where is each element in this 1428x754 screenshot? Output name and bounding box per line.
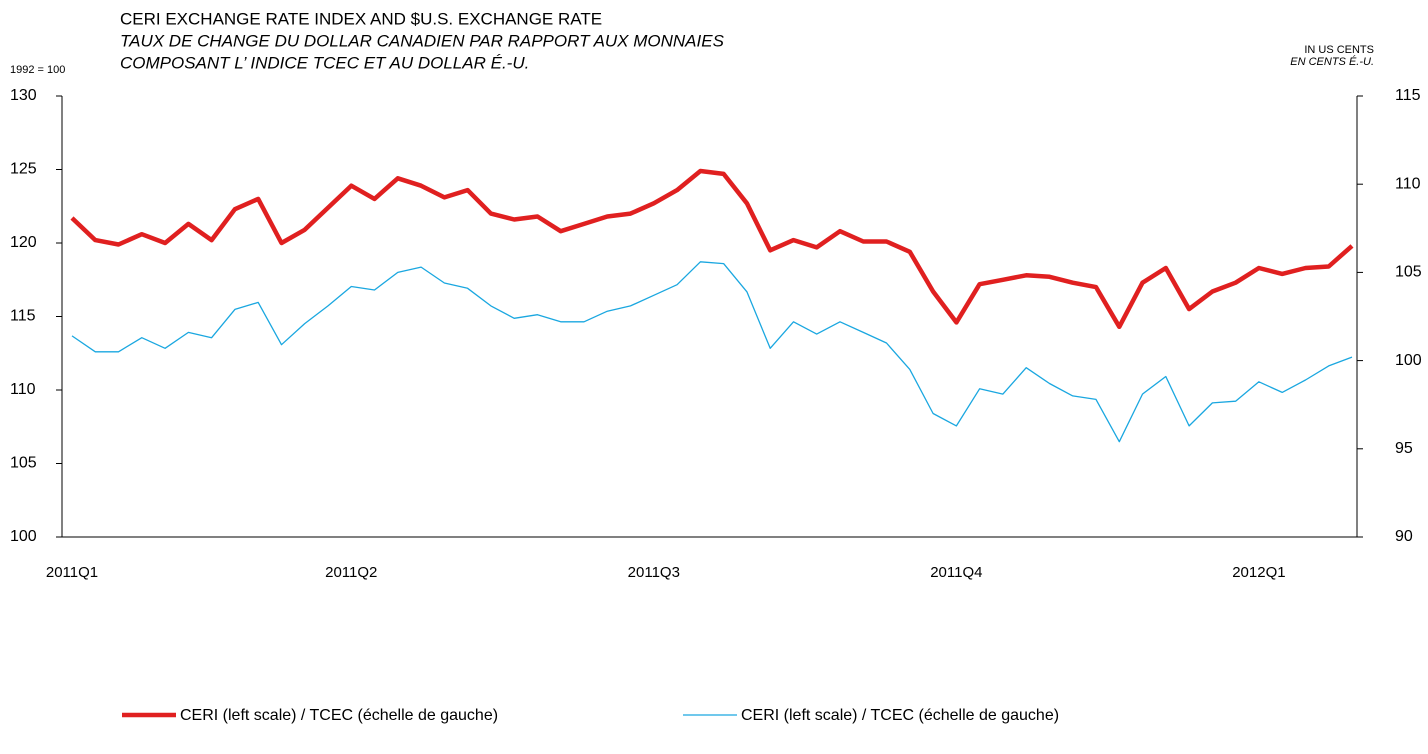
x-tick-label: 2011Q4 [930, 564, 982, 581]
x-tick-label: 2011Q1 [46, 564, 98, 581]
y2-axis-label: IN US CENTS [1304, 44, 1374, 56]
y-tick-label: 110 [10, 381, 36, 398]
y2-tick-label: 100 [1395, 352, 1422, 369]
y2-tick-label: 95 [1395, 440, 1413, 457]
chart-title: CERI EXCHANGE RATE INDEX AND $U.S. EXCHA… [120, 9, 602, 28]
series-line [71, 261, 1353, 443]
legend-label: CERI (left scale) / TCEC (échelle de gau… [180, 707, 498, 724]
y-tick-label: 105 [10, 455, 37, 472]
legend-label: CERI (left scale) / TCEC (échelle de gau… [741, 707, 1059, 724]
y2-tick-label: 105 [1395, 264, 1422, 281]
chart-subtitle: COMPOSANT L’ INDICE TCEC ET AU DOLLAR É.… [120, 53, 529, 72]
series-line [70, 168, 1354, 330]
y-tick-label: 100 [10, 528, 37, 545]
x-tick-label: 2011Q2 [325, 564, 377, 581]
y-tick-label: 120 [10, 234, 37, 251]
y2-tick-label: 110 [1395, 175, 1421, 192]
y-axis-label: 1992 = 100 [10, 64, 65, 76]
y2-axis-label: EN CENTS É.-U. [1290, 55, 1374, 68]
y2-tick-label: 115 [1395, 87, 1421, 104]
y-tick-label: 125 [10, 161, 37, 178]
y-tick-label: 130 [10, 87, 37, 104]
x-tick-label: 2012Q1 [1232, 564, 1285, 581]
y-tick-label: 115 [10, 308, 36, 325]
x-tick-label: 2011Q3 [628, 564, 680, 581]
y2-tick-label: 90 [1395, 528, 1413, 545]
chart-subtitle: TAUX DE CHANGE DU DOLLAR CANADIEN PAR RA… [120, 31, 725, 50]
